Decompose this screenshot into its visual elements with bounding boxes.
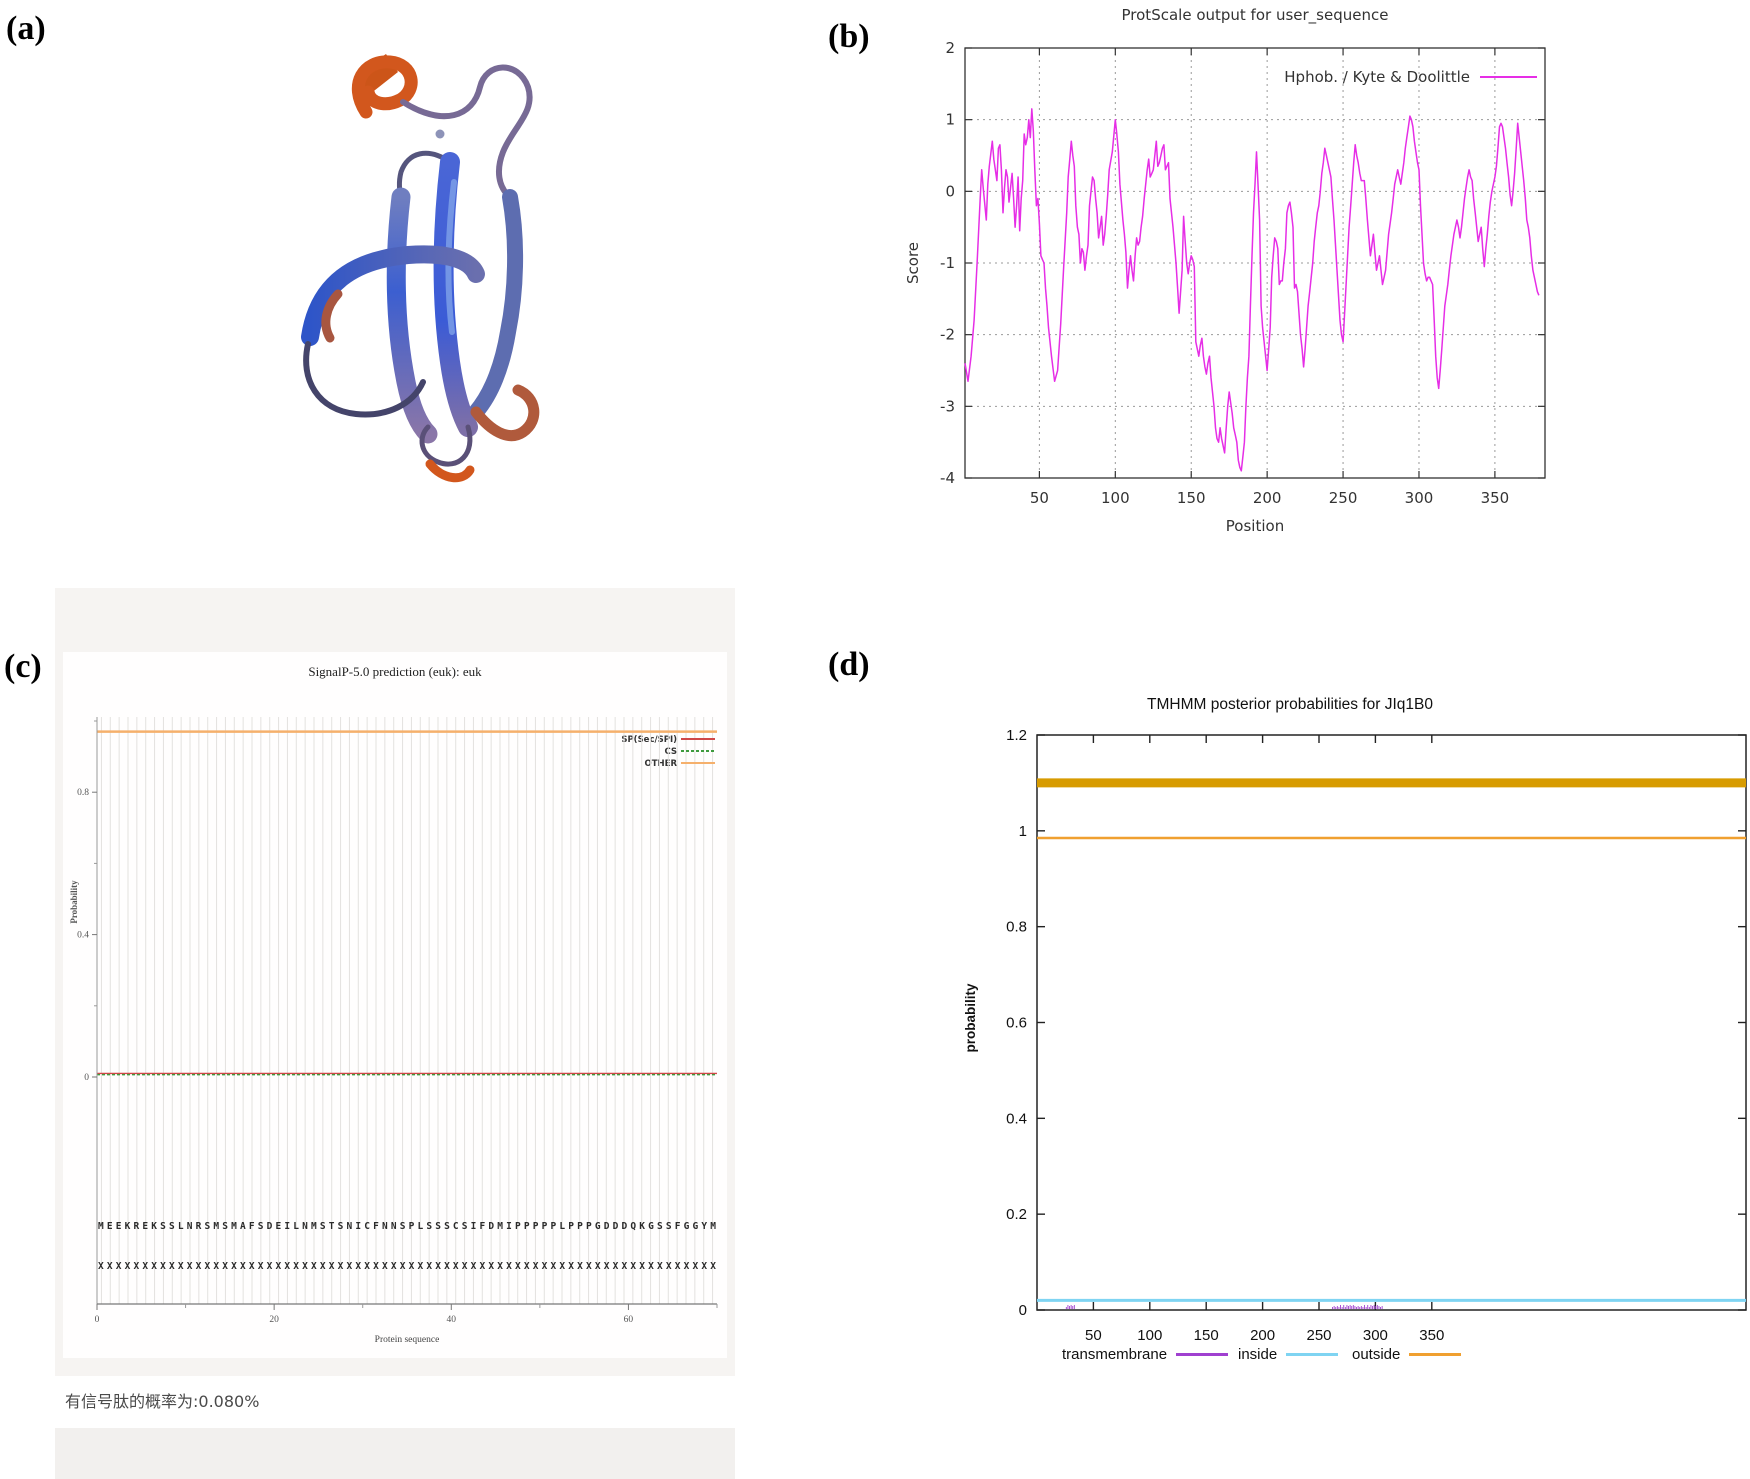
d-xtick-label: 350 xyxy=(1419,1327,1444,1344)
protscale-title: ProtScale output for user_sequence xyxy=(1121,6,1389,24)
panel-b-label: (b) xyxy=(828,18,870,55)
tmhmm-ylabel: probability xyxy=(963,983,978,1052)
d-ytick-label: 1 xyxy=(1019,823,1027,840)
protscale-legend-label: Hphob. / Kyte & Doolittle xyxy=(1284,68,1470,86)
bottom-red-ribbon xyxy=(470,384,540,442)
b-ytick-label: 2 xyxy=(945,39,955,57)
b-ytick-label: 1 xyxy=(945,111,955,129)
left-return-loop xyxy=(303,341,426,418)
panel-a-label: (a) xyxy=(6,10,46,47)
mask-row: XXXXXXXXXXXXXXXXXXXXXXXXXXXXXXXXXXXXXXXX… xyxy=(98,1261,716,1272)
d-xtick-label: 300 xyxy=(1363,1327,1388,1344)
center-strand-a xyxy=(433,152,478,437)
right-strand xyxy=(468,189,524,420)
signalp-ylabel: Probability xyxy=(69,880,79,924)
tmhmm-legend-transmembrane-line xyxy=(1176,1353,1229,1356)
b-ytick-label: -3 xyxy=(940,397,955,415)
b-ytick-label: -1 xyxy=(940,254,955,272)
d-ytick-label: 0.2 xyxy=(1006,1206,1027,1223)
left-hairpin-strand xyxy=(301,245,485,346)
top-right-loop xyxy=(400,64,533,200)
d-xtick-label: 250 xyxy=(1306,1327,1331,1344)
signalp-legend-cs: CS xyxy=(664,747,677,757)
d-xtick-label: 100 xyxy=(1137,1327,1162,1344)
d-ytick-label: 1.2 xyxy=(1006,727,1027,744)
signalp-chart: Probability Protein sequence SP(Sec/SPI)… xyxy=(69,717,718,1345)
c-ytick-label: 0.4 xyxy=(77,931,89,941)
signalp-probability-caption: 有信号肽的概率为:0.080% xyxy=(65,1392,260,1411)
d-ytick-label: 0 xyxy=(1019,1302,1027,1319)
signalp-title: SignalP-5.0 prediction (euk): euk xyxy=(308,664,482,679)
b-xtick-label: 250 xyxy=(1329,489,1358,507)
c-xtick-label: 20 xyxy=(269,1315,279,1325)
signalp-legend-sp: SP(Sec/SPI) xyxy=(621,735,677,745)
protein-sequence-row: MEEKREKSSLNRSMSMAFSDEILNMSTSNICFNNSPLSSS… xyxy=(98,1221,716,1232)
orange-helix xyxy=(351,55,418,119)
d-xtick-label: 200 xyxy=(1250,1327,1275,1344)
brick-accent xyxy=(321,289,343,343)
hydrophobicity-line xyxy=(964,108,1540,472)
bottom-loop xyxy=(419,424,473,467)
d-ytick-label: 0.4 xyxy=(1006,1110,1027,1127)
b-xtick-label: 350 xyxy=(1481,489,1510,507)
water-dot xyxy=(435,129,445,139)
d-xtick-label: 150 xyxy=(1194,1327,1219,1344)
bottom-orange-tip xyxy=(425,459,475,483)
c-xtick-label: 40 xyxy=(447,1315,457,1325)
panel-c-label: (c) xyxy=(4,648,42,685)
b-xtick-label: 50 xyxy=(1030,489,1049,507)
tmhmm-legend-outside: outside xyxy=(1352,1346,1462,1363)
protscale-xlabel: Position xyxy=(1226,517,1284,535)
signalp-panel: SignalP-5.0 prediction (euk): euk Probab… xyxy=(55,588,735,1376)
signalp-xlabel: Protein sequence xyxy=(375,1335,440,1345)
tmhmm-legend-outside-line xyxy=(1409,1353,1462,1356)
panel-d-label: (d) xyxy=(828,646,870,683)
tmhmm-legend-inside: inside xyxy=(1238,1346,1339,1363)
c-ytick-label: 0 xyxy=(84,1073,89,1083)
tmhmm-legend-outside-label: outside xyxy=(1352,1346,1401,1363)
b-xtick-label: 200 xyxy=(1253,489,1282,507)
tmhmm-legend-transmembrane-label: transmembrane xyxy=(1062,1346,1168,1363)
panel-c-bottom-strip xyxy=(55,1428,735,1479)
tmhmm-chart: probability 50 100 150 200 250 300 350 0 0.2 0.4 0… xyxy=(963,727,1747,1344)
b-xtick-label: 300 xyxy=(1405,489,1434,507)
b-ytick-label: -2 xyxy=(940,326,955,344)
signalp-card: SignalP-5.0 prediction (euk): euk Probab… xyxy=(63,652,727,1358)
signalp-legend-other: OTHER xyxy=(645,759,678,769)
center-strand-b xyxy=(386,187,438,444)
d-ytick-label: 0.6 xyxy=(1006,1015,1027,1032)
b-xtick-label: 150 xyxy=(1177,489,1206,507)
b-ytick-label: 0 xyxy=(945,182,955,200)
c-xtick-label: 60 xyxy=(624,1315,634,1325)
b-xtick-label: 100 xyxy=(1101,489,1130,507)
tmhmm-title: TMHMM posterior probabilities for JIq1B0 xyxy=(1147,696,1433,713)
protein-structure-illustration xyxy=(301,54,540,483)
tmhmm-legend-inside-line xyxy=(1286,1353,1339,1356)
b-ytick-label: -4 xyxy=(940,469,955,487)
d-xtick-label: 50 xyxy=(1085,1327,1102,1344)
tmhmm-legend-transmembrane: transmembrane xyxy=(1062,1346,1229,1363)
c-xtick-label: 0 xyxy=(95,1315,100,1325)
d-ytick-label: 0.8 xyxy=(1006,919,1027,936)
protscale-chart: Score Position Hphob. / Kyte & Doolittle… xyxy=(904,39,1546,535)
c-ytick-label: 0.8 xyxy=(77,788,89,798)
protscale-ylabel: Score xyxy=(904,242,922,284)
tmhmm-legend-inside-label: inside xyxy=(1238,1346,1278,1363)
